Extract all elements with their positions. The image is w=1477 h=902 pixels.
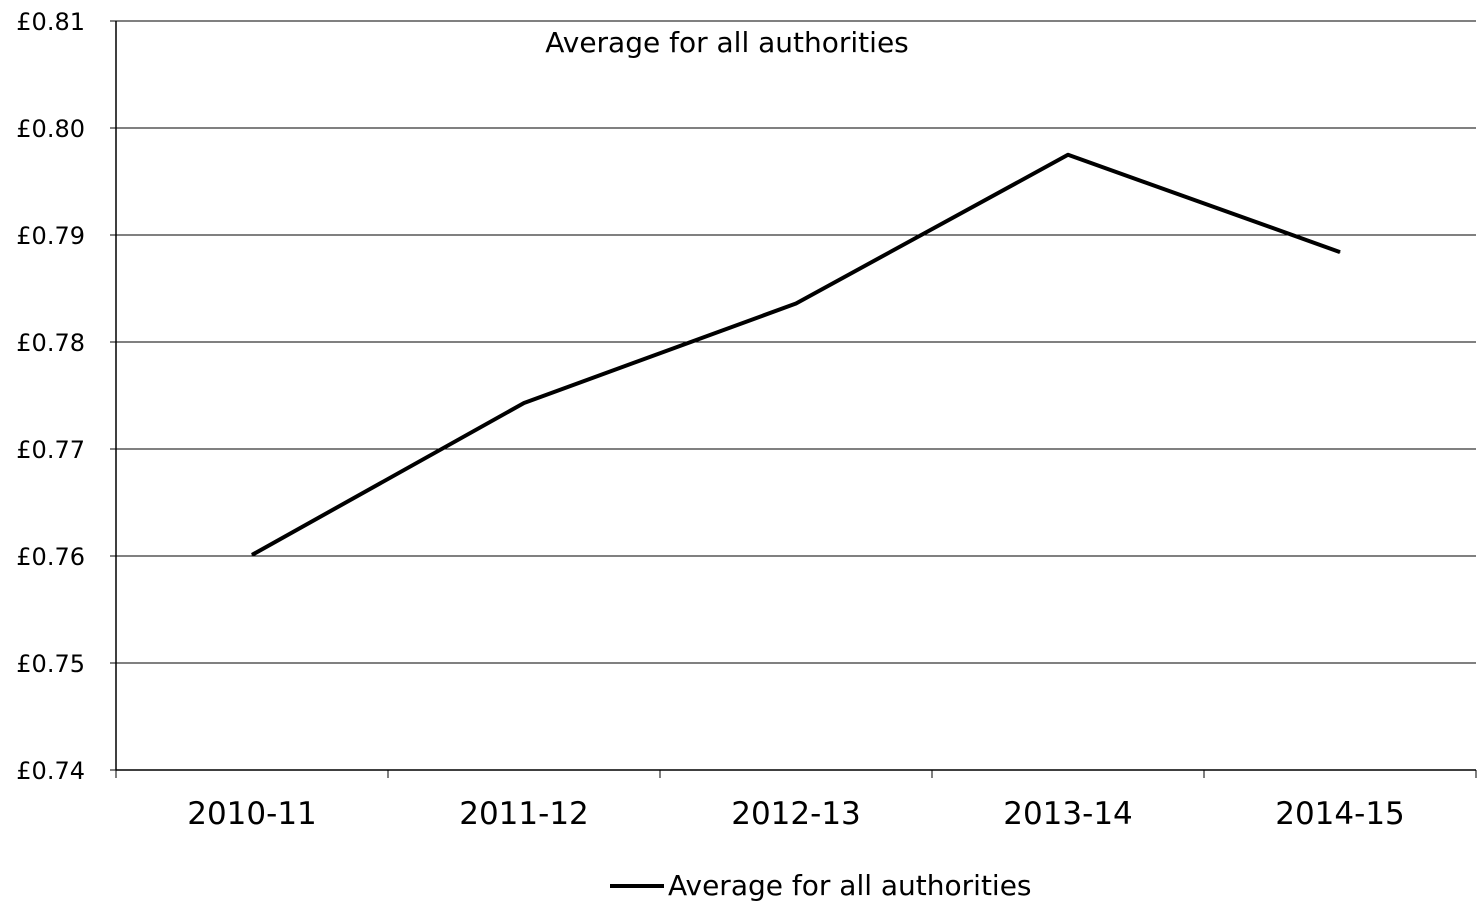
legend-label: Average for all authorities: [668, 869, 1032, 902]
y-tick-label: £0.81: [16, 8, 85, 36]
data-point: [1339, 251, 1341, 253]
series-line: [251, 152, 1341, 557]
x-tick-label: 2012-13: [731, 796, 861, 832]
data-point: [251, 554, 253, 556]
x-tick-label: 2010-11: [187, 796, 317, 832]
x-tick-label: 2014-15: [1275, 796, 1405, 832]
x-tick-label: 2013-14: [1003, 796, 1133, 832]
y-tick-label: £0.74: [16, 757, 85, 785]
data-point: [1067, 154, 1069, 156]
chart-title: Average for all authorities: [545, 26, 909, 59]
y-tick-label: £0.80: [16, 115, 85, 143]
legend: Average for all authorities: [610, 869, 1032, 902]
y-axis-tick-labels: £0.74 £0.75 £0.76 £0.77 £0.78 £0.79 £0.80 £0.81: [16, 8, 85, 785]
y-tick-label: £0.78: [16, 329, 85, 357]
y-tick-label: £0.77: [16, 436, 85, 464]
gridlines: [116, 20, 1476, 664]
data-point: [523, 402, 525, 404]
data-point: [795, 302, 797, 304]
y-tick-label: £0.76: [16, 543, 85, 571]
y-tick-label: £0.75: [16, 650, 85, 678]
x-tick-label: 2011-12: [459, 796, 589, 832]
series-lines: [251, 152, 1341, 557]
y-tick-label: £0.79: [16, 222, 85, 250]
axes: [110, 20, 1477, 778]
x-axis-tick-labels: 2010-11 2011-12 2012-13 2013-14 2014-15: [187, 796, 1405, 832]
